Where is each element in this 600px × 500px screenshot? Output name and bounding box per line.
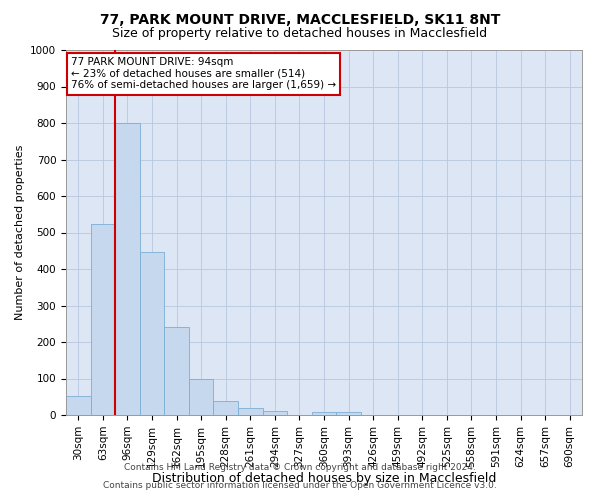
Text: Size of property relative to detached houses in Macclesfield: Size of property relative to detached ho… [112, 28, 488, 40]
Bar [91, 224, 115, 415]
Text: 77, PARK MOUNT DRIVE, MACCLESFIELD, SK11 8NT: 77, PARK MOUNT DRIVE, MACCLESFIELD, SK11… [100, 12, 500, 26]
Bar [312, 412, 336, 415]
Bar [140, 252, 164, 415]
Text: 77 PARK MOUNT DRIVE: 94sqm
← 23% of detached houses are smaller (514)
76% of sem: 77 PARK MOUNT DRIVE: 94sqm ← 23% of deta… [71, 58, 336, 90]
Bar [164, 326, 189, 415]
Bar [66, 396, 91, 415]
Bar [115, 123, 140, 415]
Bar [238, 408, 263, 415]
Y-axis label: Number of detached properties: Number of detached properties [14, 145, 25, 320]
Bar [263, 410, 287, 415]
X-axis label: Distribution of detached houses by size in Macclesfield: Distribution of detached houses by size … [152, 472, 496, 486]
Bar [214, 402, 238, 415]
Bar [189, 379, 214, 415]
Text: Contains HM Land Registry data © Crown copyright and database right 2024.: Contains HM Land Registry data © Crown c… [124, 464, 476, 472]
Bar [336, 412, 361, 415]
Text: Contains public sector information licensed under the Open Government Licence v3: Contains public sector information licen… [103, 481, 497, 490]
